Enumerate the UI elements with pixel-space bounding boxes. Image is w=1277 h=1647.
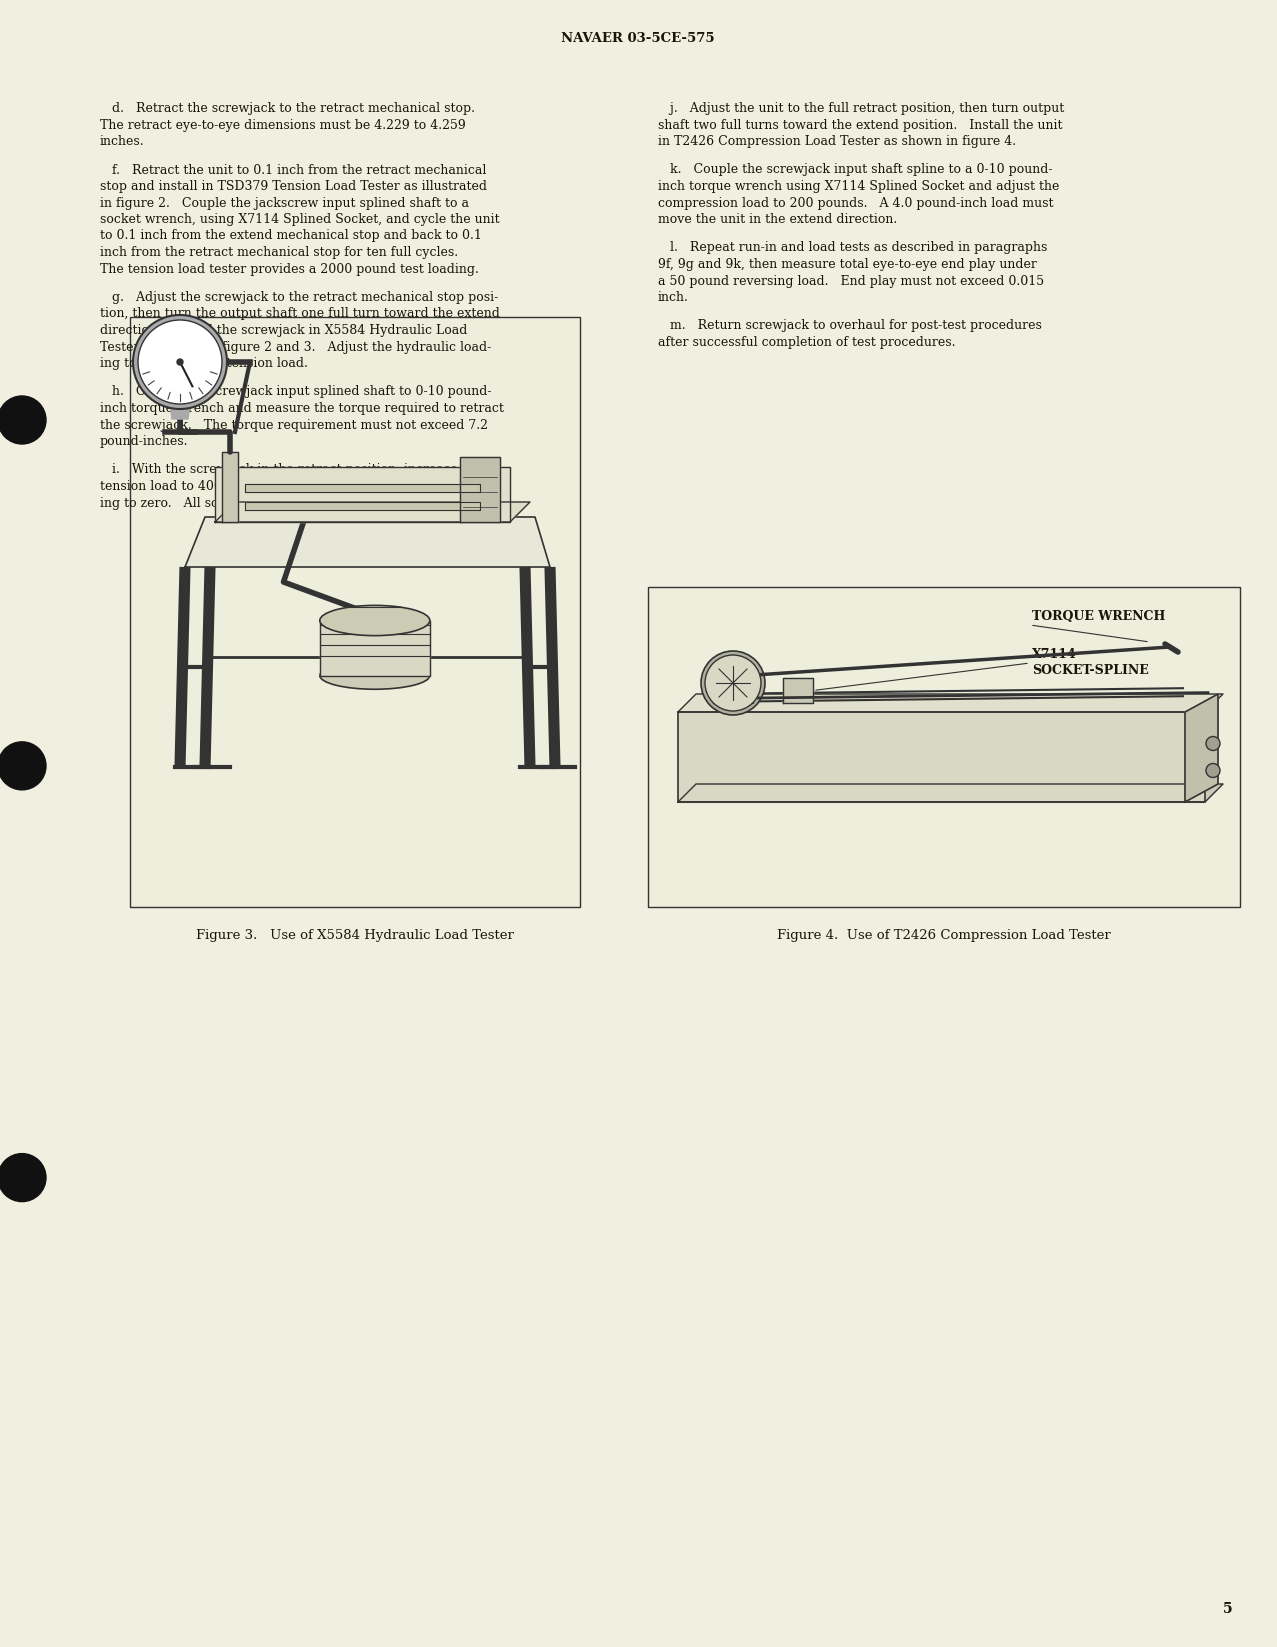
Text: Figure 3.   Use of X5584 Hydraulic Load Tester: Figure 3. Use of X5584 Hydraulic Load Te… (197, 929, 513, 942)
Circle shape (0, 1153, 46, 1202)
Polygon shape (245, 484, 480, 492)
Text: tion, then turn the output shaft one full turn toward the extend: tion, then turn the output shaft one ful… (100, 308, 499, 321)
Polygon shape (678, 693, 1223, 712)
Circle shape (1205, 736, 1220, 751)
Circle shape (0, 395, 46, 445)
Circle shape (138, 320, 222, 404)
Ellipse shape (319, 606, 430, 636)
Polygon shape (678, 784, 1223, 802)
Text: k.   Couple the screwjack input shaft spline to a 0-10 pound-: k. Couple the screwjack input shaft spli… (658, 163, 1052, 176)
Text: Tester as shown in figure 2 and 3.   Adjust the hydraulic load-: Tester as shown in figure 2 and 3. Adjus… (100, 341, 492, 354)
Text: move the unit in the extend direction.: move the unit in the extend direction. (658, 212, 898, 226)
Text: The retract eye-to-eye dimensions must be 4.229 to 4.259: The retract eye-to-eye dimensions must b… (100, 119, 466, 132)
Text: Figure 4.  Use of T2426 Compression Load Tester: Figure 4. Use of T2426 Compression Load … (778, 929, 1111, 942)
Text: inch.: inch. (658, 292, 688, 305)
Text: inch torque wrench and measure the torque required to retract: inch torque wrench and measure the torqu… (100, 402, 504, 415)
Polygon shape (678, 712, 1205, 802)
Bar (130, 316, 580, 907)
Polygon shape (713, 684, 753, 703)
Text: h.   Couple the screwjack input splined shaft to 0-10 pound-: h. Couple the screwjack input splined sh… (100, 385, 492, 399)
Text: ing to 2100 pounds tension load.: ing to 2100 pounds tension load. (100, 357, 308, 371)
Text: m.   Return screwjack to overhaul for post-test procedures: m. Return screwjack to overhaul for post… (658, 320, 1042, 333)
Text: after successful completion of test procedures.: after successful completion of test proc… (658, 336, 955, 349)
Text: j.   Adjust the unit to the full retract position, then turn output: j. Adjust the unit to the full retract p… (658, 102, 1064, 115)
Polygon shape (222, 451, 238, 522)
Polygon shape (170, 404, 190, 418)
Text: The tension load tester provides a 2000 pound test loading.: The tension load tester provides a 2000 … (100, 262, 479, 275)
Circle shape (0, 741, 46, 791)
Text: NAVAER 03-5CE-575: NAVAER 03-5CE-575 (561, 33, 715, 46)
Text: stop and install in TSD379 Tension Load Tester as illustrated: stop and install in TSD379 Tension Load … (100, 180, 487, 193)
Polygon shape (319, 621, 430, 675)
Text: d.   Retract the screwjack to the retract mechanical stop.: d. Retract the screwjack to the retract … (100, 102, 475, 115)
Text: in T2426 Compression Load Tester as shown in figure 4.: in T2426 Compression Load Tester as show… (658, 135, 1016, 148)
Text: TORQUE WRENCH: TORQUE WRENCH (1032, 609, 1166, 623)
Ellipse shape (319, 662, 430, 688)
Text: l.   Repeat run-in and load tests as described in paragraphs: l. Repeat run-in and load tests as descr… (658, 242, 1047, 255)
Circle shape (705, 656, 761, 712)
Text: socket wrench, using X7114 Splined Socket, and cycle the unit: socket wrench, using X7114 Splined Socke… (100, 212, 499, 226)
Text: compression load to 200 pounds.   A 4.0 pound-inch load must: compression load to 200 pounds. A 4.0 po… (658, 196, 1054, 209)
Text: f.   Retract the unit to 0.1 inch from the retract mechanical: f. Retract the unit to 0.1 inch from the… (100, 163, 487, 176)
Text: ing to zero.   All screws and attached parts must remain secure.: ing to zero. All screws and attached par… (100, 496, 507, 509)
Polygon shape (215, 468, 510, 522)
Text: inches.: inches. (100, 135, 144, 148)
Text: a 50 pound reversing load.   End play must not exceed 0.015: a 50 pound reversing load. End play must… (658, 275, 1045, 288)
Bar (647, 586, 1240, 907)
Circle shape (701, 651, 765, 715)
Text: pound-inches.: pound-inches. (100, 435, 189, 448)
Text: 5: 5 (1223, 1603, 1232, 1616)
Text: X7114: X7114 (1032, 647, 1077, 660)
Text: inch torque wrench using X7114 Splined Socket and adjust the: inch torque wrench using X7114 Splined S… (658, 180, 1060, 193)
Text: 9f, 9g and 9k, then measure total eye-to-eye end play under: 9f, 9g and 9k, then measure total eye-to… (658, 259, 1037, 272)
Polygon shape (215, 502, 530, 522)
Circle shape (133, 315, 227, 408)
Circle shape (1205, 764, 1220, 777)
Polygon shape (245, 502, 480, 511)
Text: direction.   Install the screwjack in X5584 Hydraulic Load: direction. Install the screwjack in X558… (100, 324, 467, 338)
Text: i.   With the screwjack in the retract position, increase the: i. With the screwjack in the retract pos… (100, 463, 481, 476)
Text: in figure 2.   Couple the jackscrew input splined shaft to a: in figure 2. Couple the jackscrew input … (100, 196, 469, 209)
Polygon shape (783, 679, 813, 703)
Polygon shape (185, 517, 550, 567)
Text: g.   Adjust the screwjack to the retract mechanical stop posi-: g. Adjust the screwjack to the retract m… (100, 292, 498, 305)
Polygon shape (460, 456, 501, 522)
Text: tension load to 4000 pounds for one minute, then reduce load-: tension load to 4000 pounds for one minu… (100, 479, 497, 492)
Polygon shape (1185, 693, 1218, 802)
Text: shaft two full turns toward the extend position.   Install the unit: shaft two full turns toward the extend p… (658, 119, 1062, 132)
Text: inch from the retract mechanical stop for ten full cycles.: inch from the retract mechanical stop fo… (100, 245, 458, 259)
Text: SOCKET-SPLINE: SOCKET-SPLINE (1032, 664, 1149, 677)
Text: to 0.1 inch from the extend mechanical stop and back to 0.1: to 0.1 inch from the extend mechanical s… (100, 229, 481, 242)
Text: the screwjack.   The torque requirement must not exceed 7.2: the screwjack. The torque requirement mu… (100, 418, 488, 432)
Circle shape (178, 359, 183, 366)
